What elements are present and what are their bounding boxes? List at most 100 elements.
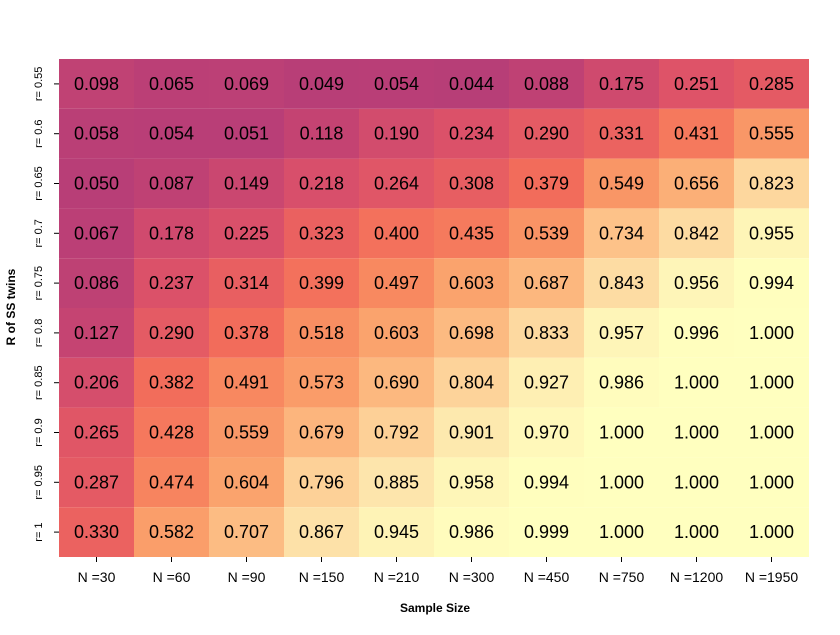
heatmap-cell — [59, 507, 134, 557]
cell-value-label: 0.994 — [749, 273, 794, 293]
cell-value-label: 0.378 — [224, 323, 269, 343]
heatmap-cell — [209, 507, 284, 557]
heatmap-cell — [659, 507, 734, 557]
heatmap-cell — [134, 308, 209, 358]
cell-value-label: 0.927 — [524, 373, 569, 393]
cell-value-label: 0.431 — [674, 124, 719, 144]
cell-value-label: 0.945 — [374, 522, 419, 542]
heatmap-cell — [584, 59, 659, 109]
cell-value-label: 1.000 — [749, 472, 794, 492]
cell-value-label: 0.323 — [299, 223, 344, 243]
cell-value-label: 0.996 — [674, 323, 719, 343]
cell-value-label: 0.549 — [599, 174, 644, 194]
heatmap-cell — [659, 407, 734, 458]
cell-value-label: 0.290 — [524, 124, 569, 144]
cell-value-label: 0.603 — [374, 323, 419, 343]
heatmap-cell — [209, 308, 284, 358]
heatmap-cell — [359, 357, 434, 408]
heatmap-cell — [584, 308, 659, 358]
heatmap-cell — [284, 208, 359, 259]
cell-value-label: 0.190 — [374, 124, 419, 144]
heatmap-cell — [434, 258, 509, 308]
heatmap-cell — [659, 357, 734, 408]
heatmap-cell — [734, 208, 809, 259]
heatmap-cell — [734, 308, 809, 358]
cell-value-label: 1.000 — [599, 423, 644, 443]
heatmap-cell — [359, 208, 434, 259]
cell-value-label: 0.690 — [374, 373, 419, 393]
heatmap-cell — [134, 208, 209, 259]
y-tick-label: r= 1 — [33, 522, 45, 541]
cell-value-label: 0.314 — [224, 273, 269, 293]
cell-value-label: 0.054 — [374, 74, 419, 94]
cell-value-label: 0.044 — [449, 74, 494, 94]
heatmap-cell — [734, 59, 809, 109]
heatmap-cell — [284, 457, 359, 508]
cell-value-label: 0.970 — [524, 423, 569, 443]
cell-value-label: 0.656 — [674, 174, 719, 194]
heatmap-cell — [209, 208, 284, 259]
cell-value-label: 0.955 — [749, 223, 794, 243]
cell-value-label: 0.067 — [74, 223, 119, 243]
heatmap-cells — [59, 59, 809, 557]
heatmap-cell — [509, 258, 584, 308]
x-tick-label: N =450 — [524, 569, 570, 585]
cell-value-label: 0.225 — [224, 223, 269, 243]
cell-value-label: 0.842 — [674, 223, 719, 243]
heatmap-cell — [209, 258, 284, 308]
heatmap-cell — [734, 507, 809, 557]
x-axis-title: Sample Size — [400, 601, 470, 615]
cell-value-label: 0.308 — [449, 174, 494, 194]
heatmap-cell — [509, 507, 584, 557]
heatmap-cell — [59, 59, 134, 109]
y-tick-label: r= 0.85 — [33, 365, 45, 400]
cell-value-label: 0.957 — [599, 323, 644, 343]
heatmap-cell — [284, 357, 359, 408]
heatmap-cell — [134, 357, 209, 408]
heatmap-cell — [659, 158, 734, 209]
heatmap-cell — [434, 507, 509, 557]
heatmap-cell — [509, 407, 584, 458]
cell-value-label: 0.497 — [374, 273, 419, 293]
cell-value-label: 0.428 — [149, 423, 194, 443]
cell-value-label: 1.000 — [749, 423, 794, 443]
cell-value-label: 0.539 — [524, 223, 569, 243]
heatmap-cell — [734, 158, 809, 209]
x-tick-label: N =750 — [599, 569, 645, 585]
x-tick-label: N =210 — [374, 569, 420, 585]
x-tick-label: N =60 — [153, 569, 191, 585]
cell-value-label: 1.000 — [749, 373, 794, 393]
heatmap-cell — [584, 407, 659, 458]
heatmap-cell — [59, 208, 134, 259]
cell-value-label: 0.573 — [299, 373, 344, 393]
cell-value-label: 0.149 — [224, 174, 269, 194]
cell-value-label: 0.051 — [224, 124, 269, 144]
cell-value-label: 0.958 — [449, 472, 494, 492]
y-tick-label: r= 0.55 — [33, 67, 45, 102]
cell-value-label: 1.000 — [674, 472, 719, 492]
y-tick-label: r= 0.7 — [33, 219, 45, 247]
cell-value-label: 0.901 — [449, 423, 494, 443]
cell-value-label: 0.049 — [299, 74, 344, 94]
heatmap-cell — [359, 258, 434, 308]
heatmap-cell — [284, 407, 359, 458]
cell-value-label: 0.555 — [749, 124, 794, 144]
cell-value-label: 1.000 — [749, 323, 794, 343]
heatmap-cell — [734, 457, 809, 508]
cell-value-label: 0.330 — [74, 522, 119, 542]
cell-value-label: 0.127 — [74, 323, 119, 343]
heatmap-cell — [209, 357, 284, 408]
cell-value-label: 0.986 — [599, 373, 644, 393]
cell-value-label: 0.986 — [449, 522, 494, 542]
cell-value-label: 0.382 — [149, 373, 194, 393]
x-tick-label: N =30 — [78, 569, 116, 585]
cell-value-label: 0.058 — [74, 124, 119, 144]
heatmap-cell — [659, 258, 734, 308]
cell-value-label: 0.582 — [149, 522, 194, 542]
cell-value-label: 0.218 — [299, 174, 344, 194]
heatmap-cell — [434, 208, 509, 259]
heatmap-cell — [59, 258, 134, 308]
cell-value-label: 0.178 — [149, 223, 194, 243]
y-tick-label: r= 0.75 — [33, 266, 45, 301]
heatmap-cell — [659, 308, 734, 358]
